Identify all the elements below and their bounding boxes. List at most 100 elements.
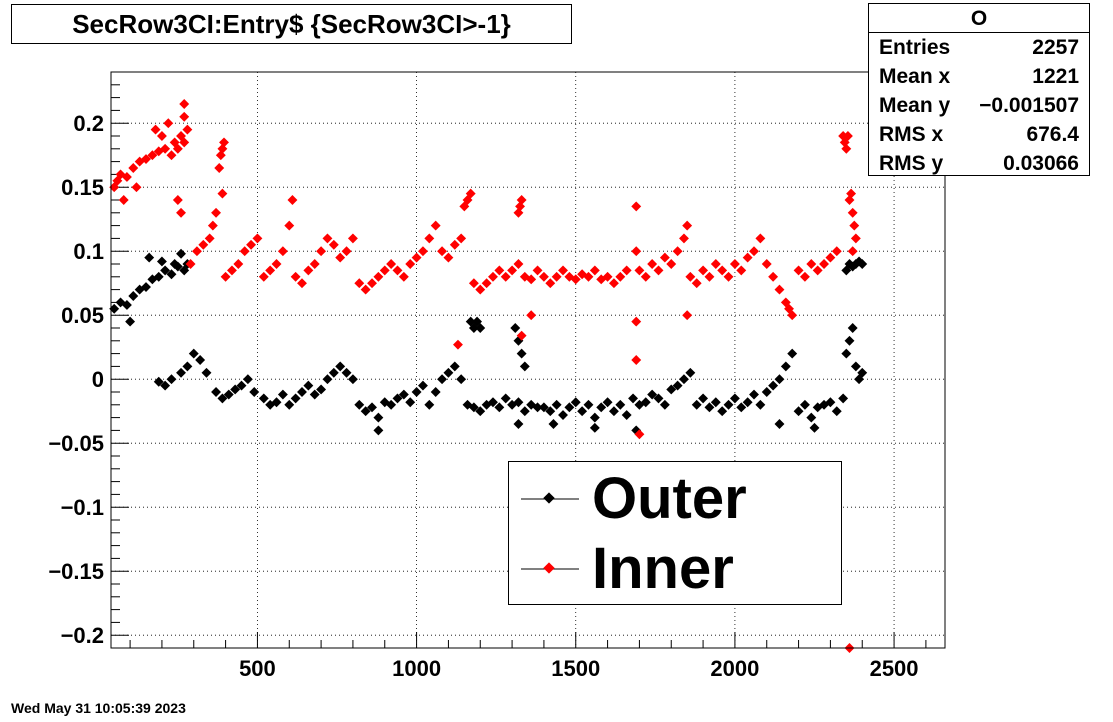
data-point-inner (303, 265, 314, 276)
stats-row-rms-y: RMS y 0.03066 (869, 149, 1089, 178)
data-point-inner (290, 271, 301, 282)
data-point-inner (150, 124, 161, 135)
data-point-outer (468, 402, 479, 413)
data-point-inner (666, 259, 677, 269)
stats-label: Mean y (879, 94, 951, 117)
data-point-outer (297, 387, 307, 397)
stats-row-mean-y: Mean y −0.001507 (869, 91, 1089, 120)
data-point-inner (322, 233, 333, 244)
data-point-outer (230, 384, 241, 395)
data-point-inner (653, 265, 664, 276)
data-point-inner (386, 259, 397, 269)
data-point-outer (519, 361, 530, 372)
data-point-outer (729, 393, 740, 404)
data-point-inner (631, 246, 642, 257)
inner-marker-icon (521, 562, 579, 574)
legend: Outer Inner (508, 461, 842, 605)
stats-title: O (869, 4, 1089, 33)
y-tick-label: 0.05 (61, 303, 104, 328)
data-point-outer (532, 402, 543, 413)
data-point-outer (589, 412, 600, 423)
data-point-inner (717, 265, 728, 276)
stats-row-rms-x: RMS x 676.4 (869, 120, 1089, 149)
data-point-inner (437, 246, 448, 257)
data-point-outer (761, 387, 772, 397)
y-tick-label: −0.15 (48, 559, 104, 584)
data-point-outer (717, 406, 728, 417)
stats-value: −0.001507 (979, 94, 1079, 117)
data-point-inner (494, 265, 505, 276)
data-point-inner (538, 271, 549, 282)
data-point-outer (831, 406, 842, 417)
data-point-outer (653, 393, 664, 404)
data-point-outer (577, 406, 588, 417)
data-point-outer (367, 402, 377, 413)
data-point-outer (809, 422, 820, 433)
data-point-outer (704, 402, 715, 413)
data-point-outer (424, 399, 435, 410)
data-point-outer (211, 387, 221, 397)
data-point-inner (500, 271, 511, 282)
data-point-inner (207, 220, 218, 231)
data-point-outer (672, 380, 683, 391)
data-point-inner (825, 252, 836, 263)
data-point-inner (443, 252, 454, 263)
data-point-inner (335, 252, 346, 263)
data-point-outer (411, 387, 422, 397)
data-point-outer (166, 374, 177, 385)
data-point-inner (239, 246, 250, 257)
data-point-inner (545, 278, 556, 289)
y-tick-label: 0 (92, 367, 104, 392)
data-point-inner (179, 99, 190, 109)
data-point-inner (831, 246, 842, 257)
data-point-inner (526, 310, 537, 321)
data-point-inner (284, 220, 295, 231)
data-point-outer (558, 410, 568, 420)
data-point-inner (659, 252, 670, 263)
data-point-outer (284, 399, 295, 410)
data-point-outer (774, 419, 785, 429)
data-point-outer (475, 323, 486, 333)
stats-row-mean-x: Mean x 1221 (869, 62, 1089, 91)
data-point-inner (118, 195, 129, 205)
data-point-outer (182, 361, 193, 372)
data-point-inner (465, 188, 476, 199)
data-point-inner (799, 271, 810, 282)
data-point-outer (545, 406, 556, 417)
data-point-inner (156, 131, 167, 141)
data-point-outer (449, 361, 460, 372)
data-point-outer (290, 393, 301, 404)
data-point-outer (570, 397, 581, 408)
data-point-inner (682, 220, 693, 231)
data-point-outer (347, 374, 358, 385)
data-point-outer (513, 419, 524, 429)
data-point-inner (227, 265, 237, 276)
data-point-inner (328, 239, 339, 250)
data-point-outer (780, 361, 791, 372)
data-point-inner (704, 271, 715, 282)
legend-label-inner: Inner (592, 536, 734, 601)
data-point-inner (246, 239, 257, 250)
data-point-inner (287, 195, 298, 205)
data-point-inner (849, 220, 860, 231)
data-point-inner (398, 271, 409, 282)
data-point-inner (185, 259, 196, 269)
data-point-outer (768, 380, 779, 391)
data-point-outer (236, 380, 247, 391)
data-point-outer (188, 348, 199, 359)
data-point-outer (341, 367, 352, 378)
data-point-inner (468, 278, 479, 289)
data-point-inner (787, 310, 798, 321)
y-tick-label: −0.05 (48, 431, 104, 456)
data-point-outer (787, 348, 798, 359)
data-point-outer (160, 265, 171, 276)
data-point-outer (316, 384, 327, 395)
data-point-inner (277, 246, 288, 257)
data-point-outer (838, 393, 849, 404)
data-point-inner (768, 271, 779, 282)
data-point-outer (500, 393, 511, 404)
data-point-inner (672, 246, 683, 257)
data-point-outer (710, 397, 721, 408)
data-point-outer (392, 393, 403, 404)
data-point-outer (608, 406, 619, 417)
